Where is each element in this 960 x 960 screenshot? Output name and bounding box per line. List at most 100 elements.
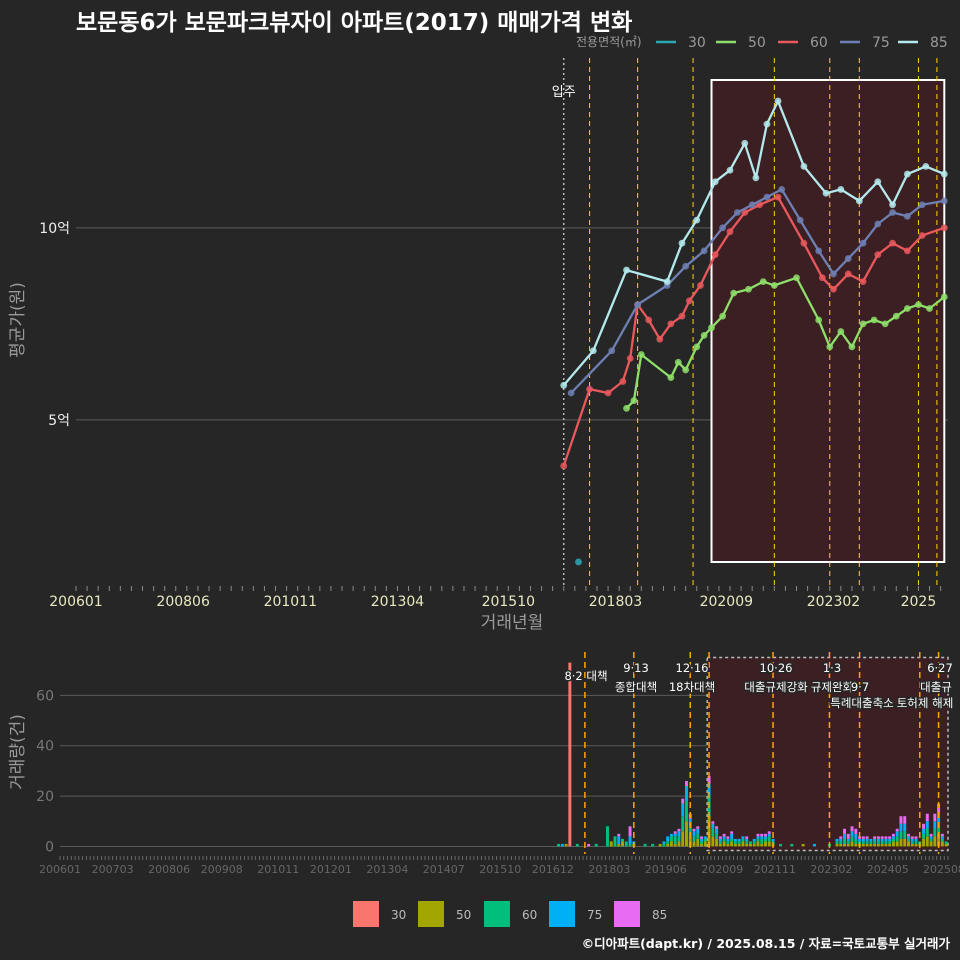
volume-bar-50 (564, 843, 568, 847)
volume-bar-50 (677, 841, 681, 847)
data-point-75 (778, 186, 786, 193)
volume-bar-75 (745, 838, 749, 842)
data-point-75 (859, 239, 867, 247)
data-point-50 (630, 397, 638, 405)
volume-bar-50 (741, 841, 745, 847)
x-axis-ticks-lower (59, 856, 949, 860)
data-point-85 (800, 162, 808, 170)
data-point-85 (763, 120, 771, 128)
volume-bar-75 (850, 831, 854, 837)
x-tick-label: 202009 (700, 594, 753, 610)
volume-bar-50 (726, 843, 730, 847)
volume-bar-50 (715, 838, 719, 847)
data-point-75 (682, 262, 690, 270)
volume-bar-60 (651, 843, 655, 847)
volume-bar-50 (873, 843, 877, 847)
volume-bar-60 (741, 838, 745, 842)
volume-bar-85 (937, 803, 941, 814)
legend-swatch-lower-30 (353, 901, 379, 927)
data-point-60 (903, 247, 911, 255)
volume-bar-50 (899, 838, 903, 847)
data-point-85 (623, 266, 630, 274)
volume-bar-60 (700, 841, 704, 844)
x-axis-ticks (75, 586, 942, 591)
event-label: 대출규제강화 (744, 680, 808, 694)
volume-bar-60 (628, 843, 632, 847)
volume-bar-50 (910, 843, 914, 847)
volume-bar-60 (745, 841, 749, 844)
data-point-75 (815, 247, 823, 255)
volume-bar-30 (568, 662, 572, 847)
volume-bar-85 (617, 833, 621, 837)
volume-bar-60 (850, 836, 854, 842)
volume-bar-50 (745, 843, 749, 847)
volume-bar-85 (884, 836, 888, 839)
y-tick-label: 10억 (39, 221, 70, 237)
data-point-60 (726, 228, 734, 236)
volume-bar-50 (617, 843, 621, 847)
volume-bar-60 (733, 841, 737, 844)
volume-bar-60 (752, 841, 756, 844)
legend-label-50: 50 (748, 35, 766, 51)
data-point-60 (874, 251, 882, 259)
volume-bar-60 (899, 831, 903, 839)
volume-bar-50 (846, 843, 850, 847)
volume-bar-60 (929, 838, 933, 842)
data-point-60 (818, 274, 826, 282)
event-label: 12·16 (676, 661, 709, 675)
volume-bar-50 (658, 843, 662, 847)
volume-bar-75 (707, 783, 711, 797)
volume-bar-50 (767, 841, 771, 847)
volume-bar-50 (696, 838, 700, 847)
x-tick-label-lower: 202302 (810, 863, 852, 876)
volume-bar-85 (685, 780, 688, 786)
volume-bar-50 (835, 843, 839, 847)
volume-bar-85 (907, 833, 910, 837)
volume-bar-75 (929, 836, 933, 839)
volume-bar-50 (764, 841, 767, 847)
event-label: 18차대책 (669, 680, 715, 694)
volume-bar-60 (835, 841, 839, 844)
volume-bar-60 (790, 843, 794, 847)
legend-label-85: 85 (930, 35, 948, 51)
volume-bar-75 (861, 838, 865, 842)
volume-bar-75 (733, 838, 737, 842)
volume-bar-50 (869, 843, 873, 847)
volume-bar-75 (673, 833, 677, 837)
volume-bar-50 (692, 841, 696, 847)
volume-bar-50 (737, 843, 741, 847)
volume-bar-60 (767, 836, 771, 842)
volume-bar-60 (730, 838, 734, 842)
volume-bar-50 (929, 841, 933, 847)
data-point-50 (915, 301, 922, 309)
volume-bar-75 (925, 821, 929, 829)
volume-bar-60 (722, 838, 726, 842)
volume-bar-85 (718, 836, 722, 839)
legend-label-lower-75: 75 (587, 908, 602, 922)
volume-bar-75 (933, 821, 937, 829)
data-point-50 (870, 316, 878, 324)
volume-bar-75 (560, 843, 564, 847)
volume-bar-60 (715, 833, 719, 839)
volume-bar-50 (748, 843, 752, 847)
volume-bar-50 (703, 841, 707, 847)
volume-bar-85 (839, 836, 843, 839)
data-point-60 (800, 239, 808, 247)
volume-bar-85 (767, 831, 771, 834)
volume-bar-50 (681, 831, 685, 847)
volume-bar-85 (677, 828, 681, 832)
data-point-75 (608, 347, 616, 355)
data-point-50 (682, 366, 690, 374)
volume-bar-75 (869, 838, 873, 842)
move-in-label: 입주 (552, 85, 576, 100)
volume-bar-60 (643, 843, 647, 847)
data-point-60 (859, 278, 867, 285)
volume-bar-50 (907, 841, 910, 847)
volume-bar-75 (846, 838, 850, 842)
volume-bar-50 (933, 836, 937, 847)
legend-label-30: 30 (688, 35, 706, 51)
legend-swatch-lower-85 (614, 901, 640, 927)
x-tick-label-lower: 200703 (92, 863, 134, 876)
